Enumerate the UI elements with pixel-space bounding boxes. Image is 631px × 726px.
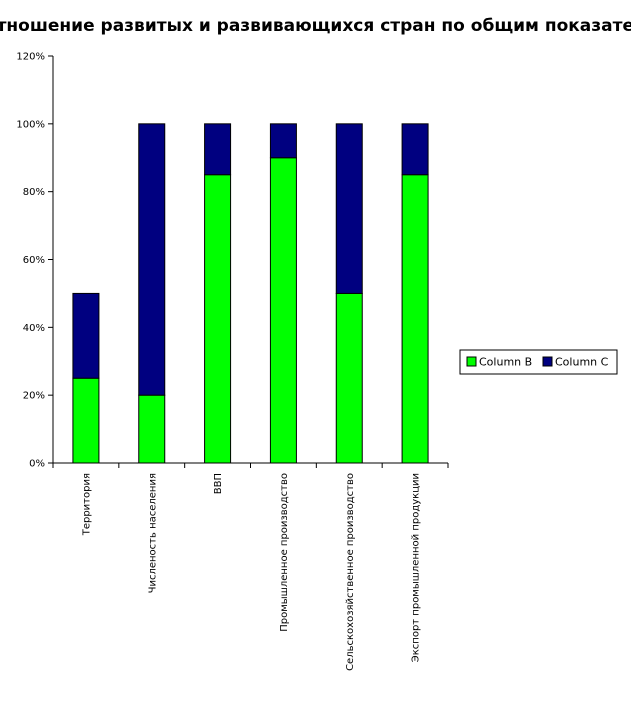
- bar-segment-column-c: [72, 292, 100, 379]
- legend-box: [459, 349, 618, 375]
- legend-swatch: [466, 356, 477, 367]
- x-category-label: Промышленное производство: [279, 473, 290, 632]
- chart-title: Соотношение развитых и развивающихся стр…: [0, 16, 631, 36]
- x-category-label: Территория: [81, 473, 92, 536]
- legend-label: Column C: [555, 356, 609, 369]
- bar-segment-column-c: [401, 123, 429, 176]
- bar-segment-column-c: [335, 123, 363, 294]
- y-tick-label: 80%: [23, 187, 45, 198]
- y-tick-label: 60%: [23, 255, 45, 266]
- bars: [72, 123, 429, 464]
- axes: 0% 20% 40% 60% 80% 100% 120% Территория Численос…: [16, 52, 449, 671]
- y-tick-label: 120%: [16, 52, 45, 63]
- legend: Column B Column C: [459, 349, 618, 375]
- bar-segment-column-b: [401, 174, 429, 464]
- bar-segment-column-b: [335, 292, 363, 464]
- bar-segment-column-b: [72, 377, 100, 464]
- legend-label: Column B: [479, 356, 532, 369]
- y-tick-label: 100%: [16, 119, 45, 130]
- bar-segment-column-c: [138, 123, 166, 396]
- y-tick-label: 40%: [23, 323, 45, 334]
- y-tick-label: 0%: [29, 459, 45, 470]
- y-tick-label: 20%: [23, 391, 45, 402]
- legend-swatch: [542, 356, 553, 367]
- x-category-label: ВВП: [213, 473, 224, 494]
- bar-segment-column-c: [204, 123, 232, 176]
- bar-segment-column-b: [204, 174, 232, 464]
- x-category-label: Экспорт промышленной продукции: [411, 473, 422, 662]
- x-category-label: Численость населения: [147, 473, 158, 593]
- bar-segment-column-b: [269, 157, 297, 464]
- bar-segment-column-b: [138, 394, 166, 464]
- x-category-label: Сельскохозяйственное производство: [345, 473, 356, 671]
- bar-segment-column-c: [269, 123, 297, 159]
